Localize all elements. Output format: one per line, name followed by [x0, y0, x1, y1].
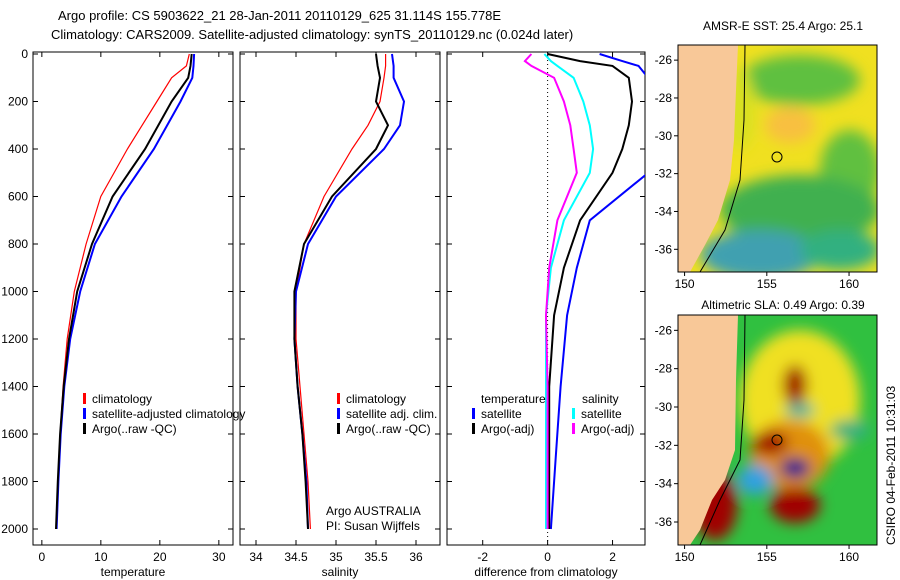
sst-map-title: AMSR-E SST: 25.4 Argo: 25.1 — [703, 19, 863, 33]
map-ytick-label: -28 — [655, 91, 673, 105]
temperature-xtick-label: 0 — [39, 550, 46, 564]
salinity-xtick-label: 34.5 — [284, 550, 308, 564]
diff-sal-satellite-legend-swatch — [572, 408, 575, 419]
series-argo-raw-qc- — [293, 53, 390, 530]
sst-map — [678, 45, 877, 272]
salinity-xtick-label: 34 — [249, 550, 263, 564]
map-xtick-label: 150 — [675, 277, 695, 291]
map-ytick-label: -32 — [655, 438, 673, 452]
temperature-axes-box — [32, 51, 234, 546]
temperature-satellite-legend-label: satellite-adjusted climatology — [92, 407, 245, 421]
salinity-satellite-legend-label: satellite adj. clim. — [346, 407, 437, 421]
argo-marker-sla — [771, 434, 783, 446]
salinity-xtick-label: 35.5 — [364, 550, 388, 564]
difference-axes-box — [446, 51, 646, 546]
series-temperature-satellite — [549, 53, 645, 530]
annotation-line-2: PI: Susan Wijffels — [326, 519, 420, 533]
map-xtick-label: 150 — [675, 550, 695, 564]
map-ytick-label: -28 — [655, 362, 673, 376]
map-ytick-label: -34 — [655, 204, 673, 218]
difference-xtick-label: 0 — [544, 550, 551, 564]
argo-marker-sst — [771, 151, 783, 163]
sla-map — [678, 315, 877, 545]
map-ytick-label: -32 — [655, 167, 673, 181]
title-line-2: Climatology: CARS2009. Satellite-adjuste… — [51, 27, 574, 42]
diff-temp-argo-legend-swatch — [472, 423, 475, 434]
map-ytick-label: -30 — [655, 129, 673, 143]
depth-tick-label: 1800 — [1, 475, 28, 489]
series-temperature-argo-adj- — [547, 53, 634, 529]
map-ytick-label: -36 — [655, 515, 673, 529]
salinity-xtick-label: 36 — [409, 550, 423, 564]
depth-tick-label: 0 — [21, 47, 28, 61]
diff-temp-satellite-legend-swatch — [472, 408, 475, 419]
map-ytick-label: -34 — [655, 477, 673, 491]
difference-xtick-label: -2 — [477, 550, 488, 564]
map-ytick-label: -26 — [655, 53, 673, 67]
timestamp-label: CSIRO 04-Feb-2011 10:31:03 — [884, 385, 898, 545]
difference-xtick-label: 2 — [609, 550, 616, 564]
map-ytick-label: -26 — [655, 323, 673, 337]
map-xtick-label: 155 — [757, 277, 777, 291]
depth-tick-label: 200 — [8, 95, 28, 109]
series-salinity-argo-adj- — [523, 53, 578, 529]
depth-tick-label: 1000 — [1, 285, 28, 299]
legend-header-temperature: temperature — [481, 392, 546, 406]
sla-map-title: Altimetric SLA: 0.49 Argo: 0.39 — [701, 298, 865, 312]
difference-xlabel: difference from climatology — [474, 565, 617, 579]
series-argo-raw-qc- — [55, 53, 193, 530]
depth-tick-label: 1400 — [1, 380, 28, 394]
diff-temp-satellite-legend-label: satellite — [481, 407, 522, 421]
salinity-argo-legend-swatch — [337, 423, 340, 434]
diff-sal-argo-legend-label: Argo(-adj) — [581, 422, 634, 436]
map-ytick-label: -36 — [655, 242, 673, 256]
diff-sal-satellite-legend-label: satellite — [581, 407, 622, 421]
salinity-satellite-legend-swatch — [337, 408, 340, 419]
temperature-satellite-legend-swatch — [83, 408, 86, 419]
salinity-argo-legend-label: Argo(..raw -QC) — [346, 422, 431, 436]
salinity-xtick-label: 35 — [329, 550, 343, 564]
diff-sal-argo-legend-swatch — [572, 423, 575, 434]
land-australia — [678, 45, 738, 272]
diff-temp-argo-legend-label: Argo(-adj) — [481, 422, 534, 436]
salinity-xlabel: salinity — [322, 565, 359, 579]
salinity-climatology-legend-swatch — [337, 393, 340, 404]
temperature-argo-legend-label: Argo(..raw -QC) — [92, 422, 177, 436]
isobath-line — [699, 315, 746, 545]
depth-tick-label: 1600 — [1, 427, 28, 441]
temperature-climatology-legend-label: climatology — [92, 392, 152, 406]
annotation-line-1: Argo AUSTRALIA — [326, 504, 421, 518]
temperature-climatology-legend-swatch — [83, 393, 86, 404]
temperature-argo-legend-swatch — [83, 423, 86, 434]
title-line-1: Argo profile: CS 5903622_21 28-Jan-2011 … — [58, 8, 502, 23]
temperature-xtick-label: 20 — [153, 550, 167, 564]
salinity-axes-box — [239, 51, 441, 546]
temperature-xtick-label: 10 — [94, 550, 108, 564]
depth-tick-label: 1200 — [1, 332, 28, 346]
salinity-climatology-legend-label: climatology — [346, 392, 406, 406]
map-ytick-label: -30 — [655, 400, 673, 414]
map-xtick-label: 160 — [839, 550, 859, 564]
series-salinity-satellite — [543, 53, 595, 529]
depth-tick-label: 2000 — [1, 522, 28, 536]
temperature-xtick-label: 30 — [212, 550, 226, 564]
depth-tick-label: 800 — [8, 237, 28, 251]
depth-tick-label: 400 — [8, 142, 28, 156]
legend-header-salinity: salinity — [582, 392, 619, 406]
depth-tick-label: 600 — [8, 190, 28, 204]
map-xtick-label: 160 — [839, 277, 859, 291]
series-climatology — [295, 54, 387, 530]
temperature-xlabel: temperature — [101, 565, 166, 579]
land-australia — [678, 315, 738, 545]
map-xtick-label: 155 — [757, 550, 777, 564]
isobath-line — [699, 45, 746, 272]
